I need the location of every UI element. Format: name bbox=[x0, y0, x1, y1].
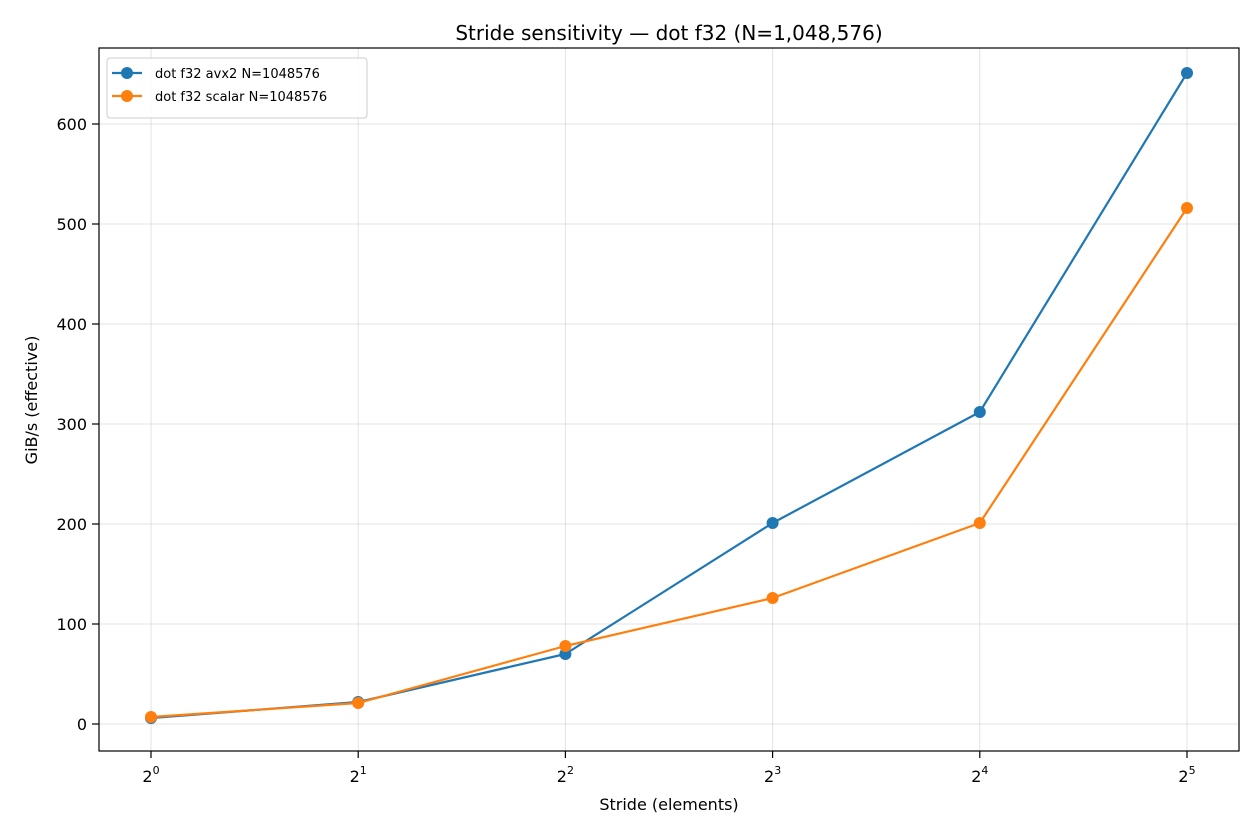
x-tick-label-base: 2 bbox=[350, 767, 360, 786]
y-tick-label: 600 bbox=[56, 115, 87, 134]
data-point bbox=[559, 640, 572, 652]
y-tick-label: 0 bbox=[77, 715, 87, 734]
x-axis: 20 21 22 23 24 25 bbox=[142, 751, 1196, 786]
legend-item: dot f32 avx2 N=1048576 bbox=[112, 67, 320, 82]
series-line bbox=[150, 207, 1188, 719]
data-point bbox=[352, 697, 365, 709]
data-point bbox=[973, 406, 986, 418]
legend-box bbox=[106, 57, 368, 119]
x-tick-label-exponent: 5 bbox=[1189, 764, 1196, 777]
x-tick-label-base: 2 bbox=[142, 767, 152, 786]
x-tick-label: 22 bbox=[557, 764, 574, 786]
y-axis: 0 100 200 300 400 500 600 bbox=[56, 115, 99, 734]
plot-frame bbox=[98, 47, 1240, 752]
x-tick-label-base: 2 bbox=[1178, 767, 1188, 786]
x-tick-label-exponent: 2 bbox=[567, 764, 574, 777]
data-point bbox=[766, 592, 779, 604]
series-2 bbox=[145, 202, 1193, 723]
legend-marker bbox=[121, 67, 133, 79]
x-tick-label: 21 bbox=[350, 764, 367, 786]
x-tick-label-exponent: 1 bbox=[360, 764, 367, 777]
chart-title: Stride sensitivity — dot f32 (N=1,048,57… bbox=[455, 21, 882, 45]
data-point bbox=[766, 517, 779, 529]
x-tick-label: 23 bbox=[764, 764, 781, 786]
data-point bbox=[1181, 202, 1193, 214]
data-point bbox=[145, 711, 157, 723]
x-tick-label: 24 bbox=[971, 764, 988, 786]
data-point bbox=[1181, 67, 1193, 79]
legend: dot f32 avx2 N=1048576 dot f32 scalar N=1… bbox=[106, 57, 368, 119]
y-tick-label: 400 bbox=[56, 315, 87, 334]
y-tick-label: 500 bbox=[56, 215, 87, 234]
y-axis-label: GiB/s (effective) bbox=[22, 336, 41, 465]
y-tick-label: 100 bbox=[56, 615, 87, 634]
grid-lines bbox=[99, 48, 1239, 751]
x-tick-label-base: 2 bbox=[764, 767, 774, 786]
legend-label: dot f32 scalar N=1048576 bbox=[155, 90, 327, 105]
x-axis-label: Stride (elements) bbox=[599, 795, 738, 814]
legend-marker bbox=[121, 90, 133, 102]
x-tick-label: 25 bbox=[1178, 764, 1195, 786]
x-tick-label-exponent: 3 bbox=[774, 764, 781, 777]
y-tick-label: 300 bbox=[56, 415, 87, 434]
y-tick-label: 200 bbox=[56, 515, 87, 534]
data-point bbox=[973, 517, 986, 529]
series-layer bbox=[145, 67, 1193, 724]
legend-label: dot f32 avx2 N=1048576 bbox=[155, 67, 320, 82]
x-tick-label-base: 2 bbox=[557, 767, 567, 786]
x-tick-label-exponent: 4 bbox=[981, 764, 988, 777]
x-tick-label-exponent: 0 bbox=[153, 764, 160, 777]
x-tick-label: 20 bbox=[142, 764, 159, 786]
x-tick-label-base: 2 bbox=[971, 767, 981, 786]
legend-item: dot f32 scalar N=1048576 bbox=[112, 90, 327, 105]
